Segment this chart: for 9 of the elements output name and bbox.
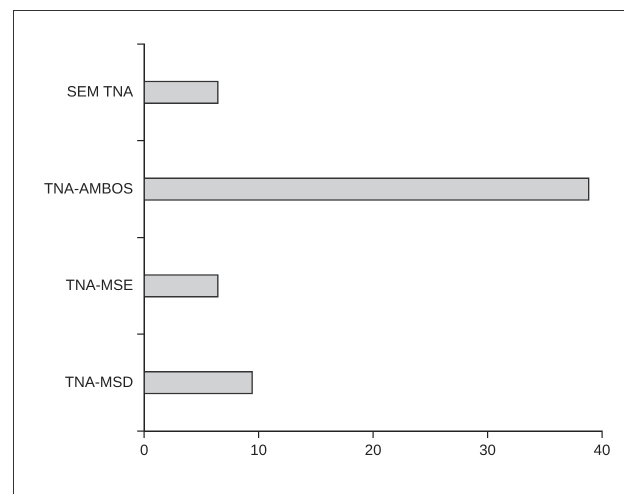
x-tick-label: 10	[250, 442, 267, 460]
y-tick-label: TNA-MSD	[64, 374, 134, 391]
y-tick-label: TNA-AMBOS	[44, 180, 134, 198]
x-tick-label: 20	[364, 442, 382, 460]
y-tick-label: TNA-MSE	[66, 277, 134, 294]
x-tick-label: 0	[140, 442, 148, 460]
x-tick-label: 40	[594, 442, 610, 460]
y-tick-label: SEM TNA	[66, 84, 134, 101]
x-tick-label: 30	[479, 442, 496, 460]
